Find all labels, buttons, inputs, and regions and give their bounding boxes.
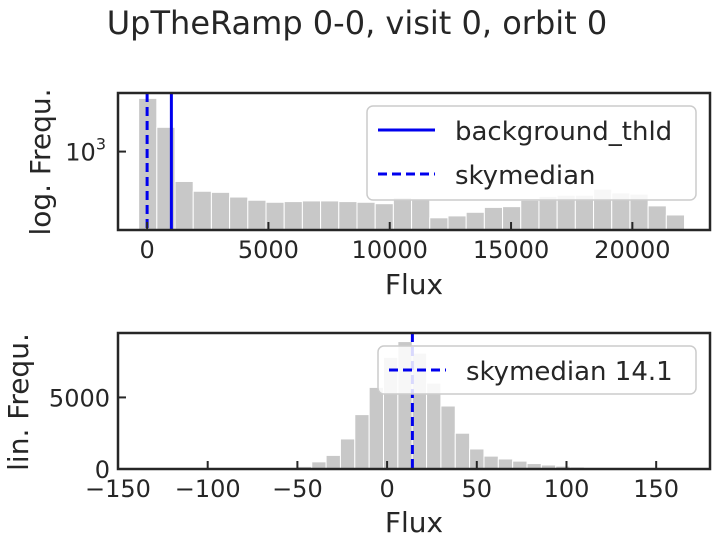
top-bar: [356, 201, 376, 231]
bottom-bar: [497, 458, 514, 470]
bottom-y-tick-label: 5000: [49, 384, 110, 412]
top-y-tick-label: 103: [65, 135, 106, 167]
bottom-x-tick-label: 100: [544, 475, 590, 503]
top-x-tick-label: 0: [139, 236, 154, 264]
bottom-x-tick-label: −50: [272, 475, 323, 503]
top-legend-box: [366, 105, 697, 201]
bottom-legend-box: [377, 345, 697, 395]
top-bar: [465, 211, 485, 231]
top-bar: [192, 190, 212, 231]
top-bar: [174, 180, 194, 231]
top-bar: [338, 201, 358, 231]
bottom-x-tick-label: 50: [462, 475, 493, 503]
bottom-bar: [426, 382, 442, 470]
top-x-tick-label: 15000: [473, 236, 549, 264]
top-x-axis-label: Flux: [385, 268, 443, 301]
bottom-x-tick-label: −150: [85, 475, 151, 503]
top-bar: [301, 200, 322, 231]
bottom-x-tick-label: 0: [379, 475, 394, 503]
top-y-axis-label: log. Frequ.: [24, 88, 57, 235]
top-bar: [447, 215, 467, 231]
top-y-tick-base: 10: [65, 139, 96, 167]
top-bar: [411, 198, 431, 231]
top-axes-frame: [116, 91, 712, 232]
bottom-bar: [440, 405, 456, 470]
top-bar: [247, 199, 267, 231]
bottom-bar: [454, 432, 471, 470]
top-bar: [210, 191, 231, 231]
top-bar: [320, 200, 340, 231]
bottom-x-tick-label: −100: [175, 475, 241, 503]
bottom-x-tick-label: 150: [633, 475, 679, 503]
top-bar: [647, 205, 667, 231]
bottom-y-tick-label: 0: [95, 456, 110, 484]
bottom-bar: [339, 438, 356, 470]
top-x-tick-label: 10000: [352, 236, 428, 264]
bottom-y-ticks: 0 5000: [49, 384, 126, 484]
top-histogram-axes: 0 5000 10000 15000 20000 103 Flux log. Frequ…: [24, 88, 712, 301]
bottom-histogram-axes: −150 −100 −50 0 50 100 150 0 5000 Flux lin. Fre…: [2, 331, 712, 539]
top-y-ticks: 103: [65, 135, 126, 167]
legend-background-thld-label: background_thld: [455, 117, 672, 147]
bottom-bar: [325, 454, 341, 470]
top-bar: [283, 201, 303, 231]
bottom-y-axis-label: lin. Frequ.: [2, 333, 35, 471]
bottom-x-axis-label: Flux: [385, 506, 443, 539]
top-bar: [665, 214, 686, 231]
bottom-legend: skymedian 14.1: [377, 345, 697, 395]
legend-skymedian-value-label: skymedian 14.1: [466, 357, 673, 387]
top-x-tick-label: 5000: [238, 236, 299, 264]
top-x-tick-label: 20000: [594, 236, 670, 264]
bottom-bar: [354, 414, 370, 470]
figure-title: UpTheRamp 0-0, visit 0, orbit 0: [107, 4, 607, 42]
top-histogram-vlines: [145, 93, 173, 230]
top-bar: [229, 196, 249, 231]
top-bar: [392, 197, 413, 231]
top-bar: [483, 206, 504, 231]
legend-skymedian-label: skymedian: [455, 161, 596, 191]
top-legend: background_thld skymedian: [366, 105, 697, 201]
bottom-bar: [483, 455, 499, 470]
bottom-x-ticks: −150 −100 −50 0 50 100 150: [85, 461, 679, 503]
top-bar: [429, 217, 449, 231]
bottom-bar: [368, 386, 385, 470]
bottom-axes-frame: [116, 331, 712, 471]
top-y-tick-exponent: 3: [96, 135, 106, 154]
top-bar: [538, 195, 558, 231]
top-x-ticks: 0 5000 10000 15000 20000: [139, 222, 671, 264]
top-bar: [520, 199, 540, 231]
